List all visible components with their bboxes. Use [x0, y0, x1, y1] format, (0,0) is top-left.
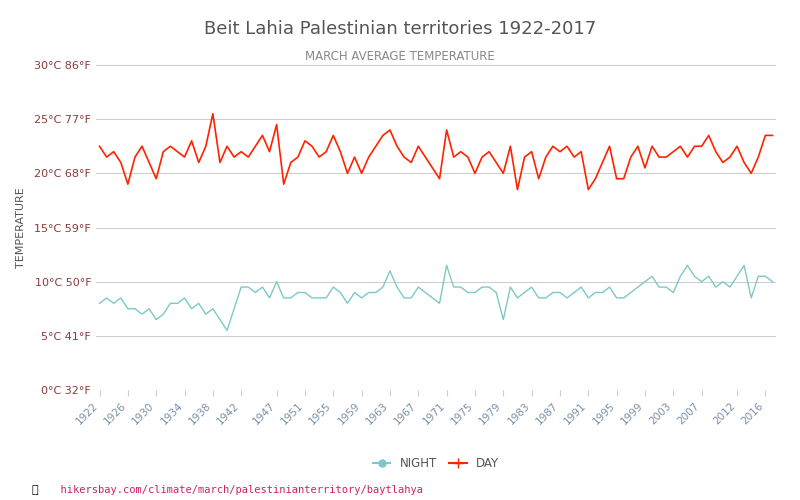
Text: Beit Lahia Palestinian territories 1922-2017: Beit Lahia Palestinian territories 1922-… — [204, 20, 596, 38]
Y-axis label: TEMPERATURE: TEMPERATURE — [16, 187, 26, 268]
Legend: NIGHT, DAY: NIGHT, DAY — [368, 452, 504, 475]
Text: hikersbay.com/climate/march/palestinianterritory/baytlahya: hikersbay.com/climate/march/palestiniant… — [48, 485, 423, 495]
Text: MARCH AVERAGE TEMPERATURE: MARCH AVERAGE TEMPERATURE — [305, 50, 495, 63]
Text: 📍: 📍 — [32, 485, 38, 495]
